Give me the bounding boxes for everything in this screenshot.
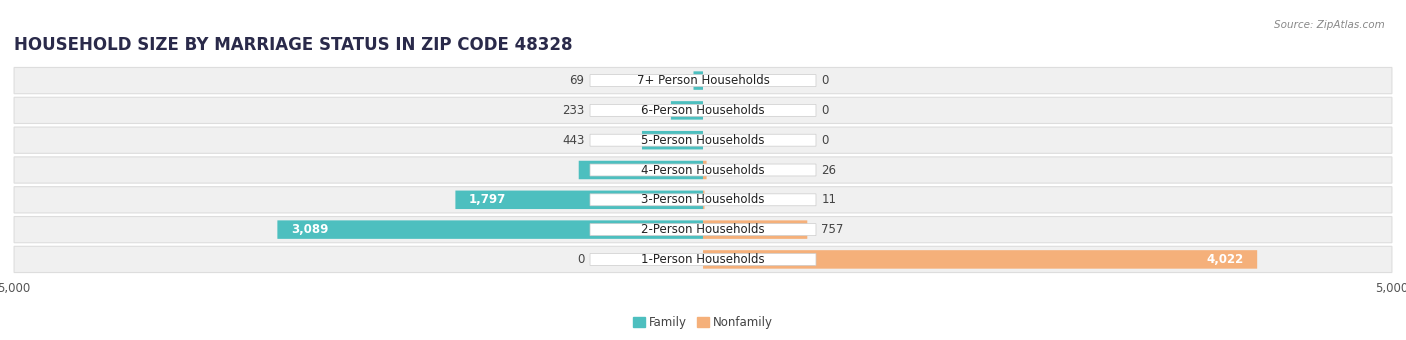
FancyBboxPatch shape [14, 246, 1392, 273]
Text: 1,797: 1,797 [470, 193, 506, 206]
Text: 5-Person Households: 5-Person Households [641, 134, 765, 147]
FancyBboxPatch shape [456, 190, 703, 209]
Text: 7+ Person Households: 7+ Person Households [637, 74, 769, 87]
Text: 69: 69 [569, 74, 585, 87]
Text: 26: 26 [821, 164, 837, 176]
FancyBboxPatch shape [14, 217, 1392, 243]
FancyBboxPatch shape [591, 194, 815, 206]
FancyBboxPatch shape [14, 187, 1392, 213]
Text: 443: 443 [562, 134, 585, 147]
FancyBboxPatch shape [693, 71, 703, 90]
Text: 0: 0 [576, 253, 585, 266]
Text: 757: 757 [821, 223, 844, 236]
Text: 11: 11 [821, 193, 837, 206]
FancyBboxPatch shape [14, 97, 1392, 123]
FancyBboxPatch shape [703, 190, 704, 209]
FancyBboxPatch shape [591, 224, 815, 236]
Text: 902: 902 [592, 164, 617, 176]
FancyBboxPatch shape [591, 134, 815, 146]
Text: 0: 0 [821, 104, 830, 117]
FancyBboxPatch shape [14, 127, 1392, 153]
FancyBboxPatch shape [703, 250, 1257, 269]
Text: 0: 0 [821, 74, 830, 87]
FancyBboxPatch shape [591, 164, 815, 176]
FancyBboxPatch shape [591, 253, 815, 266]
Text: 4-Person Households: 4-Person Households [641, 164, 765, 176]
FancyBboxPatch shape [703, 161, 707, 179]
FancyBboxPatch shape [671, 101, 703, 120]
FancyBboxPatch shape [703, 220, 807, 239]
FancyBboxPatch shape [14, 67, 1392, 94]
FancyBboxPatch shape [579, 161, 703, 179]
Text: 3,089: 3,089 [291, 223, 329, 236]
Text: 1-Person Households: 1-Person Households [641, 253, 765, 266]
Text: 3-Person Households: 3-Person Households [641, 193, 765, 206]
FancyBboxPatch shape [277, 220, 703, 239]
Text: HOUSEHOLD SIZE BY MARRIAGE STATUS IN ZIP CODE 48328: HOUSEHOLD SIZE BY MARRIAGE STATUS IN ZIP… [14, 36, 572, 54]
FancyBboxPatch shape [14, 157, 1392, 183]
Text: 4,022: 4,022 [1206, 253, 1243, 266]
Text: 2-Person Households: 2-Person Households [641, 223, 765, 236]
Text: 0: 0 [821, 134, 830, 147]
Text: 6-Person Households: 6-Person Households [641, 104, 765, 117]
Legend: Family, Nonfamily: Family, Nonfamily [628, 311, 778, 334]
FancyBboxPatch shape [591, 74, 815, 87]
FancyBboxPatch shape [643, 131, 703, 150]
Text: Source: ZipAtlas.com: Source: ZipAtlas.com [1274, 20, 1385, 30]
Text: 233: 233 [562, 104, 585, 117]
FancyBboxPatch shape [591, 104, 815, 116]
